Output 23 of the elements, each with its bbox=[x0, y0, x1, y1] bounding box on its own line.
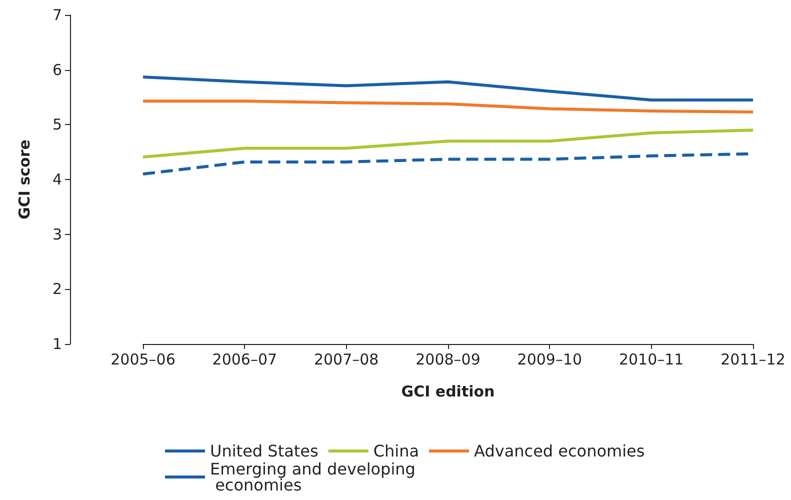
y-tick-label: 6 bbox=[52, 60, 62, 79]
line-series bbox=[142, 75, 754, 102]
line-series bbox=[142, 128, 754, 159]
y-tick-label: 7 bbox=[52, 6, 62, 24]
x-tick-label: 2008–09 bbox=[416, 350, 480, 368]
x-tick-label: 2007–08 bbox=[314, 350, 379, 368]
legend-label: China bbox=[373, 442, 420, 460]
x-tick-label: 2006–07 bbox=[212, 350, 278, 368]
y-tick-label: 4 bbox=[52, 170, 62, 188]
x-axis-title: GCI edition bbox=[401, 382, 495, 400]
y-tick-label: 3 bbox=[52, 225, 62, 244]
legend-label: Emerging and developing economies bbox=[210, 460, 416, 494]
legend-label: United States bbox=[210, 442, 318, 460]
x-tick-label: 2009–10 bbox=[517, 350, 582, 368]
line-series bbox=[142, 100, 754, 114]
y-tick-label: 1 bbox=[52, 335, 62, 353]
y-tick-label: 2 bbox=[52, 280, 62, 298]
y-tick-label: 5 bbox=[52, 116, 62, 134]
x-tick-label: 2011–12 bbox=[720, 350, 786, 368]
x-tick-label: 2005–06 bbox=[110, 350, 176, 368]
x-tick-label: 2010–11 bbox=[618, 350, 684, 368]
y-axis-title: GCI score bbox=[16, 140, 34, 220]
legend-label: Advanced economies bbox=[474, 442, 645, 460]
